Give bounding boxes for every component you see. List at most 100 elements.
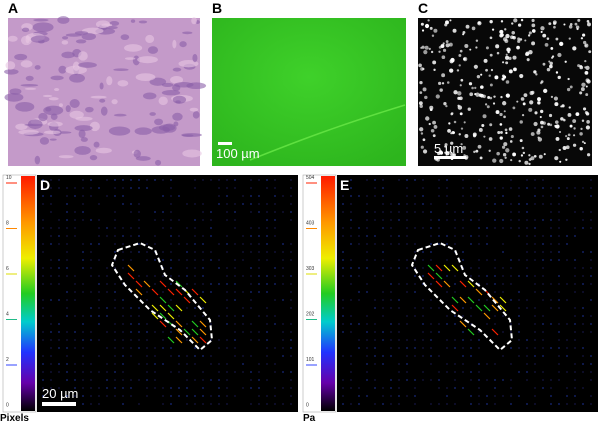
tissue-blob bbox=[147, 46, 159, 54]
vector-dot bbox=[406, 379, 408, 381]
vector-dot bbox=[162, 331, 164, 333]
bead bbox=[569, 85, 573, 89]
vector-dot bbox=[218, 379, 220, 381]
bead bbox=[569, 22, 573, 26]
vector-dot bbox=[510, 187, 512, 189]
bead bbox=[516, 45, 520, 50]
bead bbox=[566, 137, 570, 141]
vector-dot bbox=[422, 195, 424, 197]
vector-dot bbox=[146, 179, 148, 181]
vector-dot bbox=[486, 363, 488, 365]
tissue-blob bbox=[158, 96, 168, 106]
vector-dot bbox=[194, 275, 196, 277]
vector-dot bbox=[258, 243, 260, 245]
vector-dot bbox=[226, 267, 228, 269]
vector-dot bbox=[446, 363, 448, 365]
vector-dot bbox=[210, 235, 212, 237]
vector-dot bbox=[234, 355, 236, 357]
bead bbox=[472, 132, 477, 137]
vector-arrow bbox=[499, 304, 507, 312]
vector-dot bbox=[382, 291, 384, 293]
vector-dot bbox=[382, 251, 384, 253]
vector-dot bbox=[422, 347, 424, 349]
bead bbox=[462, 30, 466, 34]
vector-dot bbox=[258, 379, 260, 381]
vector-dot bbox=[226, 395, 228, 397]
bead bbox=[522, 102, 526, 106]
vector-dot bbox=[366, 195, 368, 197]
bead bbox=[533, 154, 537, 158]
vector-dot bbox=[414, 275, 416, 277]
vector-dot bbox=[82, 339, 84, 341]
vector-dot bbox=[502, 203, 504, 205]
vector-dot bbox=[542, 275, 544, 277]
vector-dot bbox=[210, 227, 212, 229]
vector-dot bbox=[462, 211, 464, 213]
vector-dot bbox=[350, 387, 352, 389]
vector-arrow bbox=[427, 272, 435, 280]
bead bbox=[483, 58, 488, 63]
vector-arrow bbox=[475, 288, 483, 296]
vector-dot bbox=[266, 315, 268, 317]
bead bbox=[496, 151, 500, 156]
vector-dot bbox=[390, 291, 392, 293]
vector-dot bbox=[406, 315, 408, 317]
cell-outline bbox=[410, 241, 514, 352]
vector-dot bbox=[422, 267, 424, 269]
vector-dot bbox=[566, 195, 568, 197]
vector-dot bbox=[58, 331, 60, 333]
vector-dot bbox=[210, 179, 212, 181]
vector-dot bbox=[290, 179, 292, 181]
bead bbox=[432, 60, 437, 65]
tissue-blob bbox=[47, 121, 63, 127]
bead bbox=[458, 64, 461, 67]
vector-dot bbox=[398, 235, 400, 237]
vector-dot bbox=[526, 267, 528, 269]
bead bbox=[493, 95, 496, 98]
vector-dot bbox=[574, 259, 576, 261]
vector-dot bbox=[582, 331, 584, 333]
bead bbox=[419, 104, 423, 108]
vector-dot bbox=[50, 363, 52, 365]
bead bbox=[505, 33, 510, 39]
vector-dot bbox=[290, 259, 292, 261]
vector-dot bbox=[502, 267, 504, 269]
vector-dot bbox=[510, 211, 512, 213]
vector-dot bbox=[90, 363, 92, 365]
vector-dot bbox=[250, 187, 252, 189]
vector-dot bbox=[518, 235, 520, 237]
vector-dot bbox=[170, 203, 172, 205]
tissue-blob bbox=[172, 67, 182, 72]
vector-dot bbox=[574, 227, 576, 229]
bead bbox=[531, 90, 535, 95]
vector-dot bbox=[290, 243, 292, 245]
vector-arrow bbox=[183, 296, 191, 304]
vector-dot bbox=[82, 347, 84, 349]
vector-dot bbox=[250, 227, 252, 229]
bead bbox=[499, 112, 503, 117]
vector-dot bbox=[170, 275, 172, 277]
vector-dot bbox=[218, 347, 220, 349]
tissue-blob bbox=[78, 129, 86, 139]
vector-dot bbox=[350, 243, 352, 245]
vector-dot bbox=[90, 219, 92, 221]
bead bbox=[424, 95, 428, 100]
colorbar-tick-label: 101 bbox=[306, 357, 315, 363]
vector-dot bbox=[258, 387, 260, 389]
vector-dot bbox=[590, 315, 592, 317]
vector-dot bbox=[510, 283, 512, 285]
vector-dot bbox=[454, 347, 456, 349]
bead bbox=[424, 45, 429, 50]
vector-dot bbox=[566, 235, 568, 237]
tissue-blob bbox=[142, 92, 157, 100]
tissue-blob bbox=[138, 20, 148, 24]
vector-dot bbox=[282, 259, 284, 261]
vector-arrow bbox=[175, 328, 183, 336]
vector-dot bbox=[170, 395, 172, 397]
vector-dot bbox=[494, 387, 496, 389]
vector-arrow bbox=[467, 328, 475, 336]
vector-dot bbox=[210, 379, 212, 381]
vector-dot bbox=[114, 339, 116, 341]
vector-dot bbox=[390, 211, 392, 213]
vector-dot bbox=[486, 283, 488, 285]
